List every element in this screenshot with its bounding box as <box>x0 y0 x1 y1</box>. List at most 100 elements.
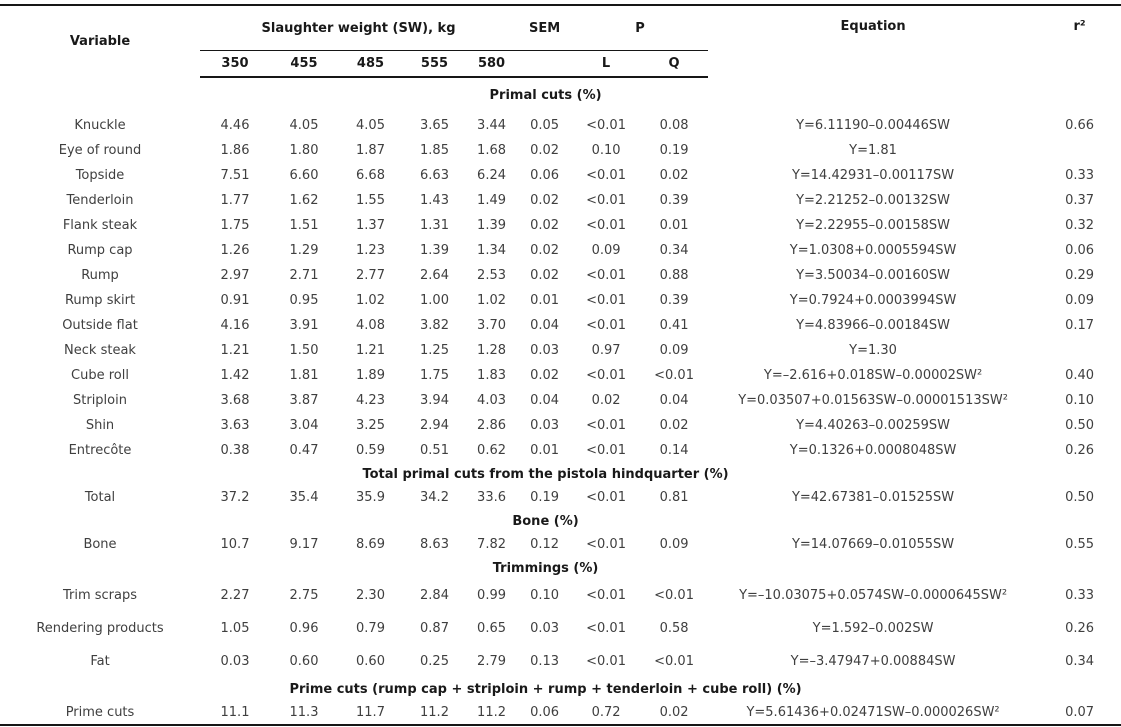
value-sw-555: 1.39 <box>420 243 449 258</box>
value-sw-350: 3.63 <box>220 418 250 433</box>
column-header-sw-350: 350 <box>200 50 270 78</box>
value-sw-485: 1.21 <box>356 343 385 358</box>
value-r-squared: 0.32 <box>1065 218 1095 233</box>
value-sem: 0.03 <box>530 418 560 433</box>
column-header-sw-455: 455 <box>270 50 338 78</box>
row-label: Rump cap <box>67 243 133 258</box>
section-row: Prime cuts (rump cap + striploin + rump … <box>0 678 1121 700</box>
value-sw-580: 1.39 <box>477 218 506 233</box>
value-sem: 0.03 <box>530 621 560 636</box>
value-sem: 0.04 <box>530 318 560 333</box>
value-p-quadratic: 0.19 <box>659 143 689 158</box>
table-row: Topside 7.51 6.60 6.68 6.63 6.24 0.06 <0.01 0.02… <box>0 163 1121 188</box>
column-header-equation: Equation <box>840 19 906 34</box>
value-sw-350: 2.27 <box>220 588 250 603</box>
table-row: Fat 0.03 0.60 0.60 0.25 2.79 0.13 <0.01 <0.01 Y=–… <box>0 645 1121 678</box>
value-sem: 0.19 <box>530 490 560 505</box>
value-sw-580: 1.83 <box>477 368 506 383</box>
value-sw-350: 1.86 <box>220 143 250 158</box>
table-row: Outside flat 4.16 3.91 4.08 3.82 3.70 0.04 <0.0… <box>0 313 1121 338</box>
value-sw-555: 3.82 <box>420 318 449 333</box>
value-sw-555: 0.25 <box>420 654 449 669</box>
value-sw-350: 4.16 <box>220 318 250 333</box>
table-row: Trim scraps 2.27 2.75 2.30 2.84 0.99 0.10 <0.01… <box>0 579 1121 612</box>
regression-equation: Y=4.40263–0.00259SW <box>796 418 951 433</box>
value-sw-580: 33.6 <box>477 490 506 505</box>
column-header-sw-555: 555 <box>403 50 466 78</box>
value-p-quadratic: 0.04 <box>659 393 689 408</box>
value-sw-555: 3.94 <box>420 393 449 408</box>
value-r-squared: 0.55 <box>1065 537 1095 552</box>
value-sw-455: 1.29 <box>289 243 319 258</box>
value-sw-350: 1.26 <box>220 243 250 258</box>
value-sw-455: 1.51 <box>289 218 319 233</box>
value-sw-580: 11.2 <box>477 704 506 720</box>
value-p-quadratic: 0.58 <box>659 621 689 636</box>
value-sw-455: 1.62 <box>289 193 319 208</box>
value-p-linear: <0.01 <box>586 621 626 636</box>
value-sw-580: 1.02 <box>477 293 506 308</box>
value-r-squared: 0.33 <box>1065 168 1095 183</box>
value-sem: 0.02 <box>530 243 560 258</box>
value-sw-455: 0.60 <box>289 654 319 669</box>
value-sw-555: 1.00 <box>420 293 449 308</box>
value-sem: 0.06 <box>530 704 560 720</box>
value-sw-455: 1.81 <box>289 368 319 383</box>
section-row: Bone (%) <box>0 510 1121 532</box>
value-p-quadratic: <0.01 <box>654 654 694 669</box>
value-p-quadratic: 0.02 <box>659 704 689 720</box>
value-p-linear: 0.97 <box>591 343 621 358</box>
value-p-linear: <0.01 <box>586 443 626 458</box>
value-p-linear: <0.01 <box>586 293 626 308</box>
regression-equation: Y=2.22955–0.00158SW <box>796 218 951 233</box>
regression-equation: Y=14.07669–0.01055SW <box>791 537 955 552</box>
table-body: Primal cuts (%) Knuckle 4.46 4.05 4.05 3.65 3.… <box>0 77 1121 725</box>
value-sw-580: 4.03 <box>477 393 506 408</box>
regression-equation: Y=1.592–0.002SW <box>812 621 934 636</box>
value-r-squared: 0.50 <box>1065 418 1095 433</box>
regression-equation: Y=0.03507+0.01563SW–0.00001513SW² <box>738 393 1008 408</box>
value-p-quadratic: 0.88 <box>659 268 689 283</box>
column-header-p-quadratic: Q <box>640 50 709 78</box>
column-header-sw-485: 485 <box>338 50 403 78</box>
row-label: Bone <box>83 537 117 552</box>
value-p-quadratic: 0.14 <box>659 443 689 458</box>
row-label: Cube roll <box>71 368 129 383</box>
value-sw-580: 0.62 <box>477 443 506 458</box>
value-sw-485: 0.79 <box>356 621 385 636</box>
value-sw-485: 0.60 <box>356 654 385 669</box>
value-p-linear: <0.01 <box>586 490 626 505</box>
value-sw-455: 11.3 <box>289 704 319 720</box>
value-sw-555: 1.31 <box>420 218 449 233</box>
row-label: Fat <box>90 654 110 669</box>
value-sem: 0.06 <box>530 168 560 183</box>
column-group-slaughter-weight: Slaughter weight (SW), kg <box>200 5 518 51</box>
value-sw-580: 1.28 <box>477 343 506 358</box>
value-sw-580: 0.99 <box>477 588 506 603</box>
value-sw-555: 1.43 <box>420 193 449 208</box>
value-sw-350: 2.97 <box>220 268 250 283</box>
value-sem: 0.02 <box>530 268 560 283</box>
value-sw-455: 3.04 <box>289 418 319 433</box>
table-row: Knuckle 4.46 4.05 4.05 3.65 3.44 0.05 <0.01 0.08… <box>0 113 1121 138</box>
value-p-quadratic: 0.41 <box>659 318 689 333</box>
row-label: Striploin <box>73 393 127 408</box>
value-sw-555: 0.87 <box>420 621 449 636</box>
value-p-quadratic: 0.09 <box>659 343 689 358</box>
value-sw-455: 1.50 <box>289 343 319 358</box>
value-p-quadratic: <0.01 <box>654 368 694 383</box>
row-label: Topside <box>75 168 125 183</box>
value-r-squared: 0.34 <box>1065 654 1095 669</box>
row-label: Outside flat <box>62 318 138 333</box>
value-r-squared: 0.66 <box>1065 118 1095 133</box>
value-p-linear: <0.01 <box>586 418 626 433</box>
value-sw-485: 1.37 <box>356 218 385 233</box>
section-title: Bone (%) <box>512 513 579 529</box>
value-p-quadratic: 0.39 <box>659 193 689 208</box>
value-sw-580: 6.24 <box>477 168 506 183</box>
value-sw-350: 0.38 <box>220 443 250 458</box>
column-group-p: P <box>572 5 709 51</box>
section-title: Trimmings (%) <box>492 560 599 576</box>
value-sw-485: 11.7 <box>356 704 385 720</box>
